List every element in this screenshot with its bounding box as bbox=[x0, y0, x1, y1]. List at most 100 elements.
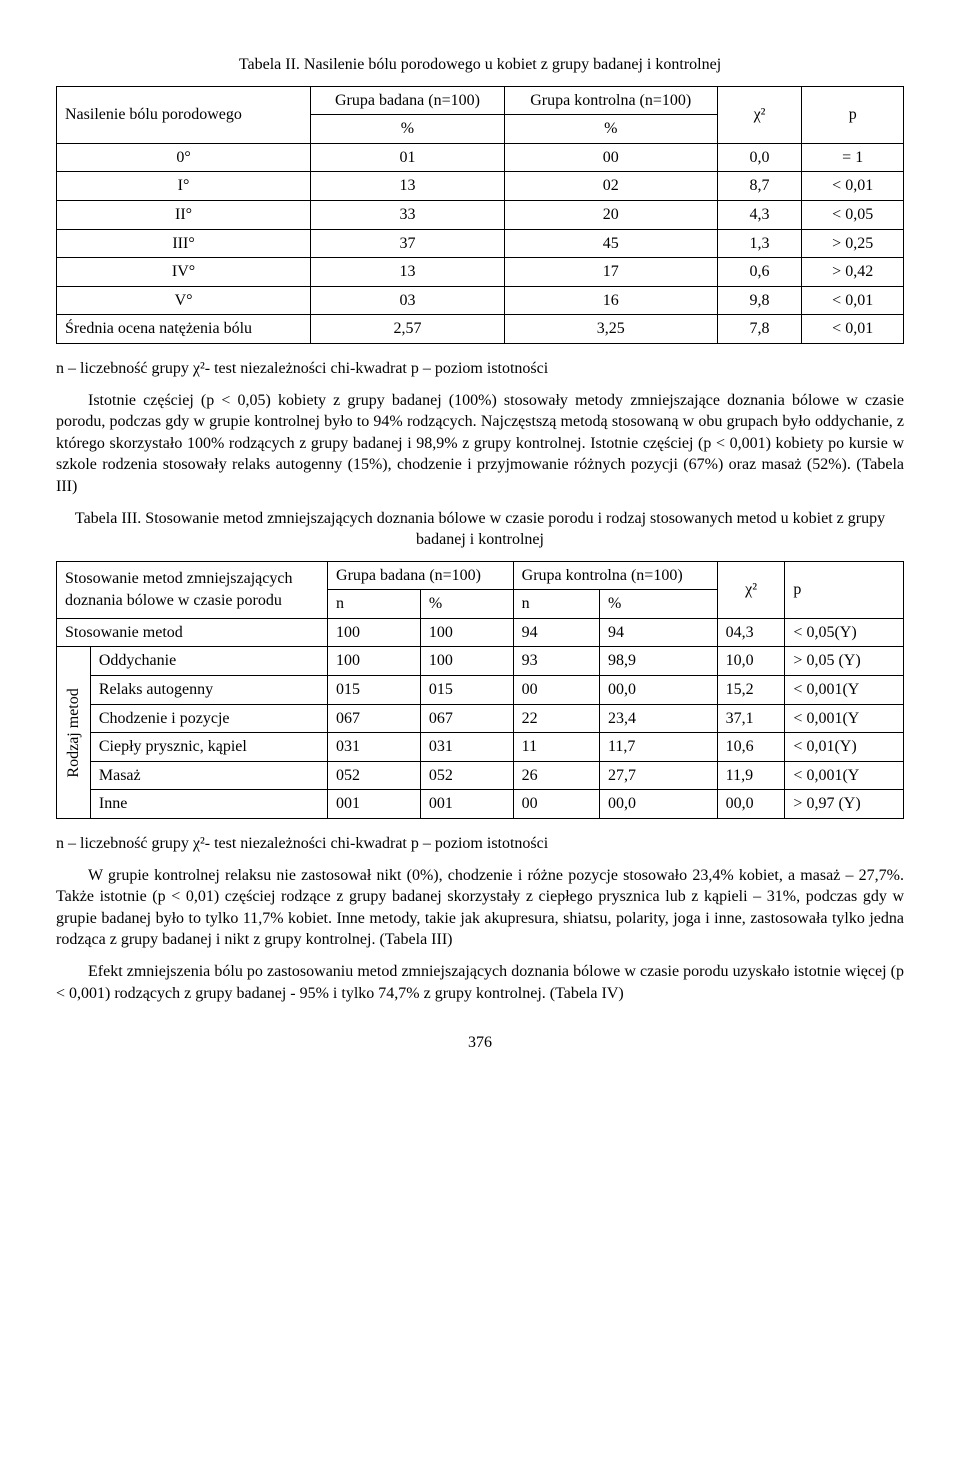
table-row: Nasilenie bólu porodowego Grupa badana (… bbox=[57, 86, 904, 115]
cell: 17 bbox=[504, 258, 717, 287]
cell: 0,0 bbox=[717, 143, 802, 172]
cell: 10,6 bbox=[717, 733, 785, 762]
cell: 015 bbox=[328, 676, 421, 705]
cell: < 0,01(Y) bbox=[785, 733, 904, 762]
cell: 22 bbox=[513, 704, 599, 733]
cell: 16 bbox=[504, 286, 717, 315]
cell: 100 bbox=[420, 647, 513, 676]
col-header: Stosowanie metod zmniejszających doznani… bbox=[57, 561, 328, 618]
table-row: Stosowanie metod 100 100 94 94 04,3 < 0,… bbox=[57, 618, 904, 647]
col-header: p bbox=[785, 561, 904, 618]
cell: 052 bbox=[328, 761, 421, 790]
cell: 10,0 bbox=[717, 647, 785, 676]
cell: 27,7 bbox=[599, 761, 717, 790]
table-row: Rodzaj metod Oddychanie 100 100 93 98,9 … bbox=[57, 647, 904, 676]
cell: < 0,05(Y) bbox=[785, 618, 904, 647]
body-paragraph: W grupie kontrolnej relaksu nie zastosow… bbox=[56, 865, 904, 951]
cell: 11,7 bbox=[599, 733, 717, 762]
cell: < 0,001(Y bbox=[785, 676, 904, 705]
cell: 26 bbox=[513, 761, 599, 790]
cell: Oddychanie bbox=[90, 647, 327, 676]
col-header: Grupa kontrolna (n=100) bbox=[504, 86, 717, 115]
cell: 37,1 bbox=[717, 704, 785, 733]
cell: 7,8 bbox=[717, 315, 802, 344]
table-row: Masaż 052 052 26 27,7 11,9 < 0,001(Y bbox=[57, 761, 904, 790]
cell: 052 bbox=[420, 761, 513, 790]
table-legend: n – liczebność grupy χ²- test niezależno… bbox=[56, 833, 904, 855]
col-header: χ² bbox=[717, 86, 802, 143]
cell: 02 bbox=[504, 172, 717, 201]
cell: 1,3 bbox=[717, 229, 802, 258]
cell: > 0,05 (Y) bbox=[785, 647, 904, 676]
cell: V° bbox=[57, 286, 311, 315]
table3: Stosowanie metod zmniejszających doznani… bbox=[56, 561, 904, 819]
cell: 9,8 bbox=[717, 286, 802, 315]
cell: I° bbox=[57, 172, 311, 201]
cell: 00 bbox=[504, 143, 717, 172]
cell: 0,6 bbox=[717, 258, 802, 287]
cell: 33 bbox=[311, 200, 505, 229]
col-sub: % bbox=[420, 590, 513, 619]
cell: 3,25 bbox=[504, 315, 717, 344]
cell: < 0,01 bbox=[802, 286, 904, 315]
cell: 031 bbox=[420, 733, 513, 762]
cell: 00,0 bbox=[599, 790, 717, 819]
col-sub: n bbox=[513, 590, 599, 619]
cell: 001 bbox=[328, 790, 421, 819]
table2-caption: Tabela II. Nasilenie bólu porodowego u k… bbox=[56, 54, 904, 76]
cell: Chodzenie i pozycje bbox=[90, 704, 327, 733]
cell: 8,7 bbox=[717, 172, 802, 201]
table3-caption: Tabela III. Stosowanie metod zmniejszają… bbox=[56, 508, 904, 551]
cell: 11,9 bbox=[717, 761, 785, 790]
table-row: Inne 001 001 00 00,0 00,0 > 0,97 (Y) bbox=[57, 790, 904, 819]
table-row: V° 03 16 9,8 < 0,01 bbox=[57, 286, 904, 315]
cell: 13 bbox=[311, 258, 505, 287]
cell: = 1 bbox=[802, 143, 904, 172]
page-number: 376 bbox=[56, 1032, 904, 1054]
col-header: χ² bbox=[717, 561, 785, 618]
cell: 00 bbox=[513, 676, 599, 705]
cell: 031 bbox=[328, 733, 421, 762]
cell: 94 bbox=[599, 618, 717, 647]
cell: Relaks autogenny bbox=[90, 676, 327, 705]
table-row: Relaks autogenny 015 015 00 00,0 15,2 < … bbox=[57, 676, 904, 705]
table-row: II° 33 20 4,3 < 0,05 bbox=[57, 200, 904, 229]
table-row: IV° 13 17 0,6 > 0,42 bbox=[57, 258, 904, 287]
col-header: Nasilenie bólu porodowego bbox=[57, 86, 311, 143]
cell: 98,9 bbox=[599, 647, 717, 676]
cell: 100 bbox=[328, 647, 421, 676]
cell: II° bbox=[57, 200, 311, 229]
cell: 00 bbox=[513, 790, 599, 819]
cell: < 0,01 bbox=[802, 172, 904, 201]
cell: 20 bbox=[504, 200, 717, 229]
cell: < 0,01 bbox=[802, 315, 904, 344]
table-row: Średnia ocena natężenia bólu 2,57 3,25 7… bbox=[57, 315, 904, 344]
body-paragraph: Istotnie częściej (p < 0,05) kobiety z g… bbox=[56, 390, 904, 498]
cell: < 0,05 bbox=[802, 200, 904, 229]
cell: 2,57 bbox=[311, 315, 505, 344]
col-sub: % bbox=[599, 590, 717, 619]
cell: 23,4 bbox=[599, 704, 717, 733]
table-row: Ciepły prysznic, kąpiel 031 031 11 11,7 … bbox=[57, 733, 904, 762]
cell: < 0,001(Y bbox=[785, 761, 904, 790]
cell: 94 bbox=[513, 618, 599, 647]
table-legend: n – liczebność grupy χ²- test niezależno… bbox=[56, 358, 904, 380]
table-row: Stosowanie metod zmniejszających doznani… bbox=[57, 561, 904, 590]
cell: 100 bbox=[420, 618, 513, 647]
cell: 100 bbox=[328, 618, 421, 647]
cell: < 0,001(Y bbox=[785, 704, 904, 733]
cell: Ciepły prysznic, kąpiel bbox=[90, 733, 327, 762]
cell: 11 bbox=[513, 733, 599, 762]
col-sub: n bbox=[328, 590, 421, 619]
cell: 13 bbox=[311, 172, 505, 201]
cell: > 0,97 (Y) bbox=[785, 790, 904, 819]
cell: Stosowanie metod bbox=[57, 618, 328, 647]
cell: 03 bbox=[311, 286, 505, 315]
cell: 15,2 bbox=[717, 676, 785, 705]
cell: III° bbox=[57, 229, 311, 258]
body-paragraph: Efekt zmniejszenia bólu po zastosowaniu … bbox=[56, 961, 904, 1004]
cell: 067 bbox=[328, 704, 421, 733]
cell: 00,0 bbox=[717, 790, 785, 819]
col-header: Grupa badana (n=100) bbox=[328, 561, 514, 590]
cell: 00,0 bbox=[599, 676, 717, 705]
